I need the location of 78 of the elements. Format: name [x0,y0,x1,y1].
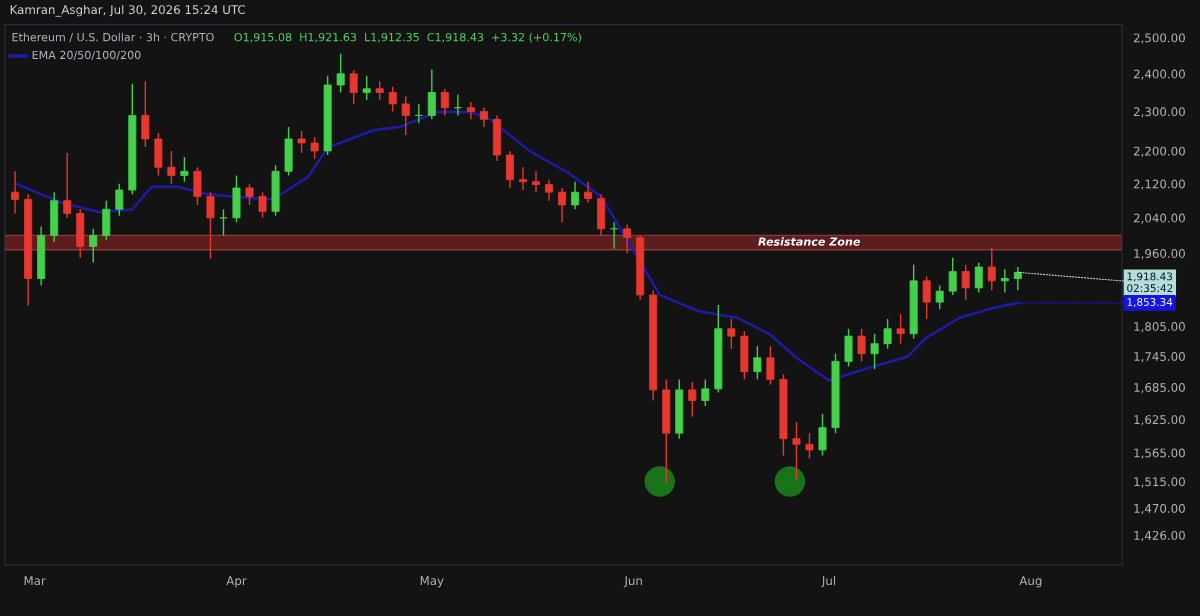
candlestick [206,191,215,260]
candlestick [115,183,124,217]
candlestick [1000,268,1009,294]
y-tick-label: 2,120.00 [1133,179,1185,190]
text: Kamran_Asghar, Jul 30, 2026 15:24 UTC [10,4,245,17]
candlestick [388,86,397,113]
candlestick [896,313,905,345]
candlestick [987,247,996,291]
candlestick [349,69,358,105]
x-tick-label: Mar [24,576,46,586]
candlestick [180,156,189,183]
candlestick [401,95,410,136]
y-tick-label: 1,515.00 [1134,477,1185,488]
x-tick-label: Jul [821,575,836,588]
candlestick [883,318,892,350]
y-tick-label: 2,200.00 [1133,146,1185,157]
x-tick-label: May [420,576,444,588]
candlestick [753,345,762,381]
candlestick [532,170,540,193]
candlestick [558,187,567,223]
candlestick [518,166,527,191]
candlestick [623,223,632,255]
y-tick-label: 1,565.00 [1134,448,1185,459]
y-tick-label: 1,685.00 [1134,383,1185,394]
candlestick [297,130,306,154]
candlestick [701,378,710,407]
band-label: Resistance Zone [758,237,860,246]
y-tick-label: 1,470.00 [1134,503,1185,515]
x-tick-label: Aug [1019,576,1042,588]
y-tick-label: 1,625.00 [1134,415,1185,426]
candlestick [727,318,736,350]
candlestick [545,178,554,202]
y-tick-label: 2,040.00 [1133,213,1185,224]
candlestick [974,261,983,294]
candlestick [440,88,449,117]
candlestick [1013,266,1022,291]
annotation: 1,918.43 02:35:42 [1127,272,1173,293]
x-tick-label: Apr [226,576,247,588]
annotation: 1,853.34 [1127,298,1173,307]
candlestick [479,107,488,128]
y-tick-label: 1,960.00 [1134,249,1185,260]
y-tick-label: 2,300.00 [1133,107,1185,118]
candlestick [571,180,580,210]
candlestick [310,136,319,160]
y-tick-label: 2,400.00 [1133,69,1185,80]
candlestick [688,381,697,418]
candlestick [219,208,228,237]
candlestick [258,191,267,219]
candlestick [375,80,384,101]
x-tick-label: Jun [623,576,642,588]
y-tick-label: 1,426.00 [1134,530,1185,542]
candlestick [805,432,814,460]
candlestick [870,333,879,370]
y-tick-label: 1,745.00 [1134,351,1185,363]
legend-label: EMA 20/50/100/200 [32,50,141,61]
candlestick [584,180,593,204]
annotation: O1,915.08 H1,921.63 L1,912.35 C1,918.43 +3.32 (+0.17%) [234,32,581,43]
text: Ethereum / U.S. Dollar · 3h · CRYPTO [12,32,214,43]
candlestick [167,150,176,185]
candlestick [362,74,371,101]
candlestick [141,80,150,148]
y-tick-label: 1,805.00 [1134,322,1185,333]
candlestick [427,68,436,120]
candlestick [11,170,20,215]
candlestick [857,328,866,363]
candlestick [818,413,827,457]
candlestick [922,275,931,320]
candlestick [961,263,970,301]
candlestick [766,345,775,386]
candlestick [245,183,254,206]
candlestick [935,284,944,310]
candlestick [63,152,72,219]
candlestick [948,257,957,296]
candlestick [792,421,801,481]
candlestick [466,101,475,120]
candlestick [336,53,345,94]
y-tick-label: 2,500.00 [1133,33,1185,44]
candlestick [89,228,98,264]
